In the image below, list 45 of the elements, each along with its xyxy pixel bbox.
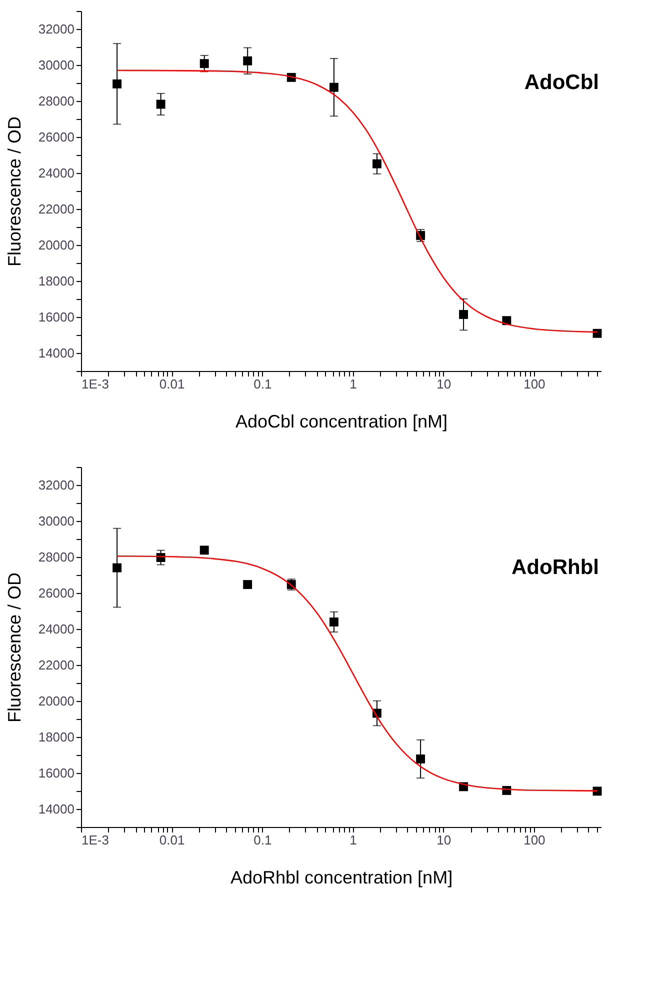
point xyxy=(329,618,338,626)
y-tick-label: 14000 xyxy=(38,346,74,360)
y-tick-label: 28000 xyxy=(38,94,74,108)
y-tick-label: 24000 xyxy=(38,622,74,636)
y-tick-label: 18000 xyxy=(38,274,74,288)
x-tick-label: 1 xyxy=(350,376,357,392)
y-tick-label: 16000 xyxy=(38,766,74,780)
y-tick-label: 30000 xyxy=(38,514,74,528)
y-axis-title: Fluorescence / OD xyxy=(4,116,24,267)
annotation: AdoRhbl xyxy=(512,556,599,579)
y-tick-label: 14000 xyxy=(38,802,74,816)
x-tick-label: 100 xyxy=(524,832,546,848)
y-tick-label: 32000 xyxy=(38,22,74,36)
x-axis-title: AdoCbl concentration [nM] xyxy=(235,412,448,432)
y-tick-label: 30000 xyxy=(38,58,74,72)
y-tick-label: 24000 xyxy=(38,166,74,180)
y-tick-label: 16000 xyxy=(38,310,74,324)
y-tick-label: 32000 xyxy=(38,478,74,492)
point xyxy=(112,563,122,572)
y-tick-label: 20000 xyxy=(38,694,74,708)
x-tick-label: 0.1 xyxy=(254,376,272,392)
point xyxy=(112,79,122,88)
x-tick-label: 0.01 xyxy=(159,376,185,392)
point xyxy=(459,310,468,319)
y-tick-label: 26000 xyxy=(38,586,74,600)
y-tick-label: 26000 xyxy=(38,130,74,144)
x-axis-title: AdoRhbl concentration [nM] xyxy=(230,868,453,888)
y-tick-label: 20000 xyxy=(38,238,74,252)
x-tick-label: 1E-3 xyxy=(82,832,109,848)
x-tick-label: 100 xyxy=(524,376,546,392)
x-tick-label: 10 xyxy=(436,832,452,848)
x-tick-label: 1E-3 xyxy=(82,376,109,392)
point xyxy=(372,159,382,168)
point xyxy=(200,59,209,68)
y-tick-label: 18000 xyxy=(38,730,74,744)
annotation: AdoCbl xyxy=(524,71,599,94)
point xyxy=(243,56,252,66)
x-tick-label: 0.1 xyxy=(254,832,272,848)
x-tick-label: 10 xyxy=(436,376,452,392)
x-tick-label: 0.01 xyxy=(159,832,185,848)
y-axis-title: Fluorescence / OD xyxy=(4,572,24,723)
x-tick-label: 1 xyxy=(350,832,357,848)
y-tick-label: 22000 xyxy=(38,658,74,672)
y-tick-label: 28000 xyxy=(38,550,74,564)
y-tick-label: 22000 xyxy=(38,202,74,216)
